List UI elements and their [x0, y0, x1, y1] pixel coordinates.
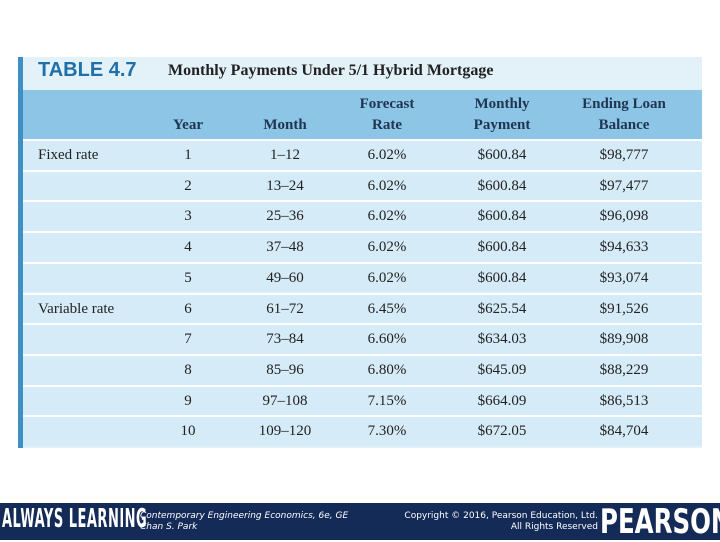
table-cell: 7 [184, 331, 192, 348]
table-cell: 6.60% [367, 331, 407, 348]
column-header: Ending Loan Balance [564, 94, 684, 136]
table-cell: $96,098 [599, 208, 649, 225]
column-header: Year [128, 94, 248, 136]
footer-bar [0, 503, 720, 540]
rights: All Rights Reserved [510, 522, 598, 532]
table-cell: 5 [184, 269, 192, 286]
table-row [23, 323, 702, 354]
table-cell: $94,633 [599, 239, 649, 256]
table-cell: $97,477 [599, 177, 649, 194]
table-cell: $625.54 [477, 300, 527, 317]
table-cell: $86,513 [599, 392, 649, 409]
table-row [23, 292, 702, 324]
table-cell: $634.03 [477, 331, 527, 348]
table-row [23, 261, 702, 293]
table-row [23, 415, 702, 446]
column-header: Monthly Payment [442, 94, 562, 136]
table-cell: $91,526 [599, 300, 649, 317]
table-cell: $89,908 [599, 331, 649, 348]
brand: ALWAYS LEARNING [2, 504, 148, 534]
table-cell: $98,777 [599, 147, 649, 163]
table-cell: 6 [184, 300, 192, 317]
header-line: Payment [473, 117, 531, 133]
table-cell: 25–36 [266, 208, 304, 225]
header-line: Forecast [359, 96, 415, 112]
header-line: Year [173, 117, 203, 133]
header-band [23, 90, 702, 139]
table-cell: 6.80% [367, 361, 407, 378]
table-cell: $93,074 [599, 269, 649, 286]
table-cell: $600.84 [477, 177, 527, 194]
table-cell: 49–60 [266, 269, 304, 286]
table-cell: $600.84 [477, 147, 527, 163]
table-title: Monthly Payments Under 5/1 Hybrid Mortga… [168, 62, 494, 79]
header-line: Monthly [474, 96, 530, 112]
table-cell: 6.02% [367, 239, 407, 256]
table-cell: 1 [184, 147, 192, 163]
group-label: Fixed rate [38, 147, 99, 163]
header-line: Rate [372, 117, 402, 133]
table-label: TABLE 4.7 [38, 59, 137, 81]
table-cell: 8 [184, 361, 192, 378]
table-cell: 7.30% [367, 423, 407, 440]
copyright: Copyright © 2016, Pearson Education, Ltd… [404, 511, 598, 521]
author: Chan S. Park [140, 522, 198, 532]
table-cell: $84,704 [599, 423, 649, 440]
table-cell: 6.45% [367, 300, 407, 317]
table-cell: 2 [184, 177, 192, 194]
table-cell: $600.84 [477, 208, 527, 225]
column-header: Forecast Rate [327, 94, 447, 136]
table-cell: $600.84 [477, 239, 527, 256]
table-cell: 73–84 [266, 331, 304, 348]
table-cell: 10 [180, 423, 196, 440]
table-row [23, 139, 702, 170]
table-cell: 61–72 [266, 300, 304, 317]
table-cell: $645.09 [477, 361, 527, 378]
table-cell: 9 [184, 392, 192, 409]
header-line: Balance [598, 117, 650, 133]
table-cell: $600.84 [477, 269, 527, 286]
table-cell: 4 [184, 239, 192, 256]
table-cell: 13–24 [266, 177, 304, 194]
header-line: Month [263, 117, 307, 133]
publisher: PEARSON [600, 502, 720, 542]
book-title: Contemporary Engineering Economics, 6e, … [140, 511, 349, 521]
table-cell: $88,229 [599, 361, 649, 378]
table-cell: 6.02% [367, 269, 407, 286]
table-cell: 6.02% [367, 177, 407, 194]
table-cell: 7.15% [367, 392, 407, 409]
table-cell: 109–120 [258, 423, 312, 440]
table-row [23, 231, 702, 262]
table-row [23, 353, 702, 385]
column-header: Month [225, 94, 345, 136]
table-cell: 97–108 [262, 392, 308, 409]
group-label: Variable rate [38, 300, 115, 317]
table-cell: 3 [184, 208, 192, 225]
table-cell: 6.02% [367, 208, 407, 225]
header-line: Ending Loan [582, 96, 666, 112]
table-cell: 1–12 [270, 147, 300, 163]
table-row [23, 200, 702, 232]
table-cell: $664.09 [477, 392, 527, 409]
table-row [23, 169, 702, 201]
table-cell: 37–48 [266, 239, 304, 256]
table-cell: 6.02% [367, 147, 407, 163]
table-row [23, 384, 702, 416]
table-cell: 85–96 [266, 361, 304, 378]
table-cell: $672.05 [477, 423, 527, 440]
